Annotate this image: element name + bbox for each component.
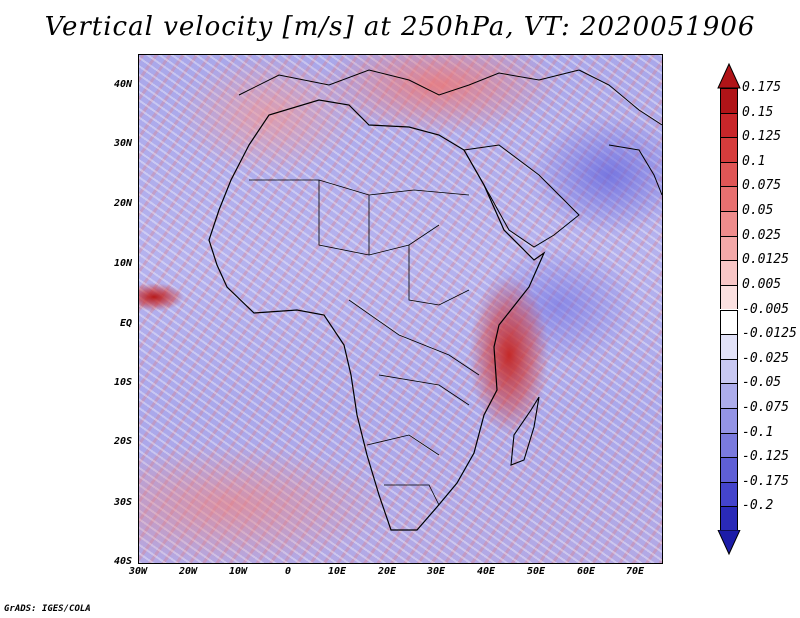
lon-label-30w: 30W [128, 566, 148, 577]
lat-label-10s: 10S [113, 377, 132, 388]
colorbar-label: 0.175 [742, 80, 782, 95]
lon-label-10w: 10W [228, 566, 248, 577]
colorbar-label: 0.05 [742, 203, 774, 219]
lat-label-30s: 30S [113, 497, 132, 508]
colorbar-label: -0.2 [742, 498, 774, 514]
lon-label-60e: 60E [576, 566, 596, 577]
colorbar-label: -0.125 [742, 449, 789, 465]
colorbar-label: 0.0125 [742, 252, 789, 268]
lon-label-30e: 30E [426, 566, 446, 577]
lat-label-20s: 20S [113, 436, 132, 447]
lon-label-70e: 70E [625, 566, 645, 577]
lat-label-20n: 20N [113, 198, 132, 209]
lat-label-eq: EQ [119, 318, 132, 329]
colorbar-segment [720, 481, 738, 507]
lat-label-40s: 40S [113, 556, 132, 567]
colorbar-label: 0.075 [742, 178, 782, 194]
colorbar-label: -0.025 [742, 350, 789, 366]
colorbar-segment [720, 383, 738, 408]
colorbar-label: -0.175 [742, 473, 789, 489]
lon-label-10e: 10E [327, 566, 347, 577]
colorbar-segment [720, 88, 738, 113]
lon-label-40e: 40E [476, 566, 496, 577]
colorbar-label: 0.005 [742, 276, 782, 292]
lat-label-10n: 10N [113, 258, 132, 269]
lon-label-20w: 20W [178, 566, 198, 577]
colorbar-min-arrow [717, 530, 741, 556]
colorbar-segment [720, 112, 738, 138]
colorbar-label: -0.0125 [742, 326, 797, 342]
colorbar-segment [720, 161, 738, 187]
colorbar-segment [720, 235, 738, 261]
colorbar-segment [720, 260, 738, 285]
colorbar-segment [720, 137, 738, 162]
map-plot-area [138, 54, 663, 564]
colorbar-segment [720, 432, 738, 458]
colorbar-label: -0.1 [742, 424, 774, 440]
colorbar-segment [720, 506, 738, 531]
colorbar-label: -0.075 [742, 399, 789, 415]
colorbar-segment [720, 284, 738, 310]
colorbar-label: 0.15 [742, 104, 774, 120]
colorbar-segment [720, 334, 738, 359]
colorbar-max-arrow [717, 62, 741, 89]
colorbar-segment [720, 457, 738, 482]
colorbar [720, 88, 738, 531]
colorbar-segment [720, 407, 738, 433]
lat-label-40n: 40N [113, 79, 132, 90]
lon-label-0: 0 [284, 566, 292, 577]
colorbar-label: 0.025 [742, 227, 782, 243]
colorbar-segment [720, 358, 738, 384]
colorbar-label: -0.05 [742, 375, 782, 391]
colorbar-segment [720, 211, 738, 236]
colorbar-segment [720, 186, 738, 212]
lat-label-30n: 30N [113, 138, 132, 149]
colorbar-label: 0.1 [742, 153, 766, 169]
colorbar-segment [720, 309, 738, 335]
footer-credit: GrADS: IGES/COLA [4, 604, 91, 614]
colorbar-label: 0.125 [742, 129, 782, 145]
lon-label-50e: 50E [526, 566, 546, 577]
africa-outline [208, 69, 662, 531]
chart-title: Vertical velocity [m/s] at 250hPa, VT: 2… [44, 12, 756, 42]
colorbar-label: -0.005 [742, 301, 789, 317]
lon-label-20e: 20E [377, 566, 397, 577]
